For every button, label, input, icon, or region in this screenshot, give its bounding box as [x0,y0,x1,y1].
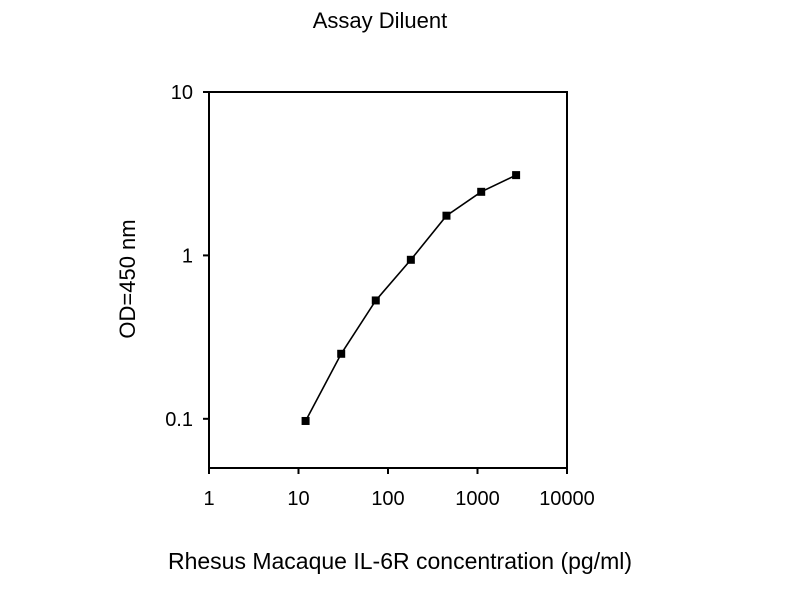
x-tick-label: 10 [287,488,309,510]
data-point [477,187,486,196]
y-tick-label: 1 [182,245,193,267]
x-tick-label: 1 [203,488,214,510]
data-point [337,349,346,358]
series-line [304,174,517,422]
data-point [406,255,415,264]
y-tick-label: 10 [171,82,193,104]
data-point [371,296,380,305]
x-tick-label: 1000 [455,488,500,510]
x-tick-label: 100 [371,488,404,510]
y-tick-label: 0.1 [165,409,193,431]
data-point [301,416,310,425]
chart-title: Assay Diluent [312,8,448,33]
data-point [512,171,521,180]
data-point [442,211,451,220]
x-axis-label: Rhesus Macaque IL-6R concentration (pg/m… [167,548,633,574]
plot-frame [208,91,568,469]
x-tick-label: 10000 [539,488,595,510]
